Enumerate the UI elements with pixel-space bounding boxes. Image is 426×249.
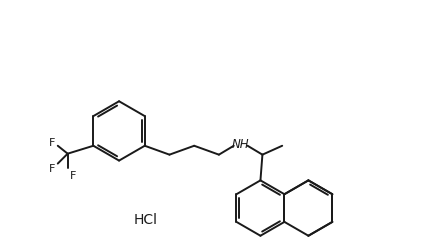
Text: F: F — [49, 138, 55, 148]
Text: F: F — [49, 164, 55, 174]
Text: NH: NH — [232, 138, 250, 151]
Text: F: F — [69, 171, 76, 182]
Text: HCl: HCl — [134, 213, 158, 227]
